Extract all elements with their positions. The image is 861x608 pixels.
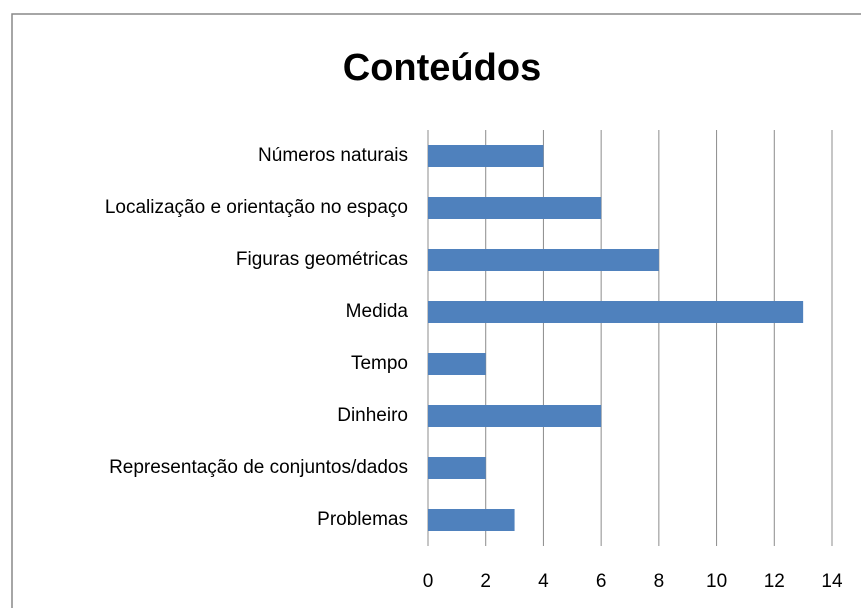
x-tick-label: 0 — [423, 571, 434, 592]
x-tick-label: 2 — [480, 571, 491, 592]
y-tick-label: Números naturais — [258, 145, 408, 166]
x-tick-label: 10 — [706, 571, 727, 592]
bar — [428, 249, 659, 271]
y-tick-label: Representação de conjuntos/dados — [109, 457, 408, 478]
bar — [428, 353, 486, 375]
x-tick-label: 6 — [596, 571, 607, 592]
bar — [428, 457, 486, 479]
bar — [428, 197, 602, 219]
y-tick-label: Tempo — [351, 353, 408, 374]
bar — [428, 509, 515, 531]
x-tick-label: 4 — [538, 571, 549, 592]
y-tick-label: Figuras geométricas — [236, 249, 408, 270]
bar — [428, 405, 602, 427]
chart-title: Conteúdos — [343, 47, 541, 89]
y-tick-label: Localização e orientação no espaço — [105, 197, 408, 218]
bar — [428, 145, 544, 167]
bar — [428, 301, 804, 323]
y-tick-label: Problemas — [317, 509, 408, 530]
y-tick-label: Medida — [346, 301, 409, 322]
x-tick-label: 12 — [764, 571, 785, 592]
y-tick-label: Dinheiro — [337, 405, 408, 426]
x-tick-label: 8 — [654, 571, 665, 592]
x-tick-label: 14 — [821, 571, 843, 592]
